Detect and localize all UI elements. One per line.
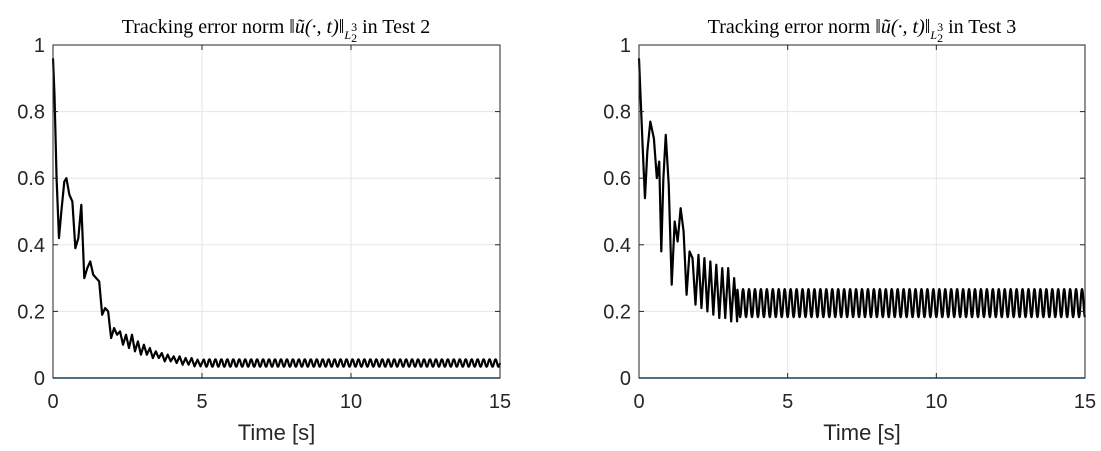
- tracking-error-line: [51, 58, 502, 368]
- title-suffix: in Test 2: [357, 16, 430, 38]
- title-norm-space: L: [929, 28, 937, 42]
- title-norm-expression: ‖ũ(·, t)‖: [875, 16, 930, 38]
- x-tick-label: 10: [925, 391, 947, 413]
- title-norm-subscript: 2: [351, 31, 357, 45]
- axes-box: [52, 44, 501, 379]
- title-norm-subscript: 2: [937, 31, 943, 45]
- y-tick-label: 0.2: [603, 301, 631, 323]
- x-tick-label: 5: [196, 391, 207, 413]
- chart-title: Tracking error norm ‖ũ(·, t)‖L23 in Test…: [708, 16, 1017, 45]
- y-tick-label: 0.6: [603, 168, 631, 190]
- plot-area: [53, 45, 500, 378]
- y-tick-label: 0.4: [17, 235, 45, 257]
- title-suffix: in Test 3: [943, 16, 1016, 38]
- y-tick-label: 0: [620, 368, 631, 390]
- title-norm-space: L: [343, 28, 351, 42]
- x-axis-label: Time [s]: [823, 420, 900, 445]
- chart-title: Tracking error norm ‖ũ(·, t)‖L23 in Test…: [122, 16, 431, 45]
- axes-box: [638, 44, 1086, 379]
- x-tick-label: 15: [489, 391, 511, 413]
- title-prefix: Tracking error norm: [122, 16, 290, 38]
- chart-panel-1: 0 5 10 15 0 0.2 0.4 0.6 0.8 1 Time [s] Tracking err…: [17, 16, 511, 445]
- y-tick-label: 0.4: [603, 235, 631, 257]
- x-tick-label: 5: [782, 391, 793, 413]
- y-tick-label: 0.2: [17, 301, 45, 323]
- y-tick-label: 1: [620, 35, 631, 57]
- title-norm-superscript: 3: [937, 20, 943, 34]
- x-tick-label: 0: [47, 391, 58, 413]
- tracking-error-line: [637, 58, 1087, 323]
- chart-panel-2: 0 5 10 15 0 0.2 0.4 0.6 0.8 1 Time [s] Tracking err…: [603, 16, 1096, 445]
- title-prefix: Tracking error norm: [708, 16, 876, 38]
- y-tick-label: 0: [34, 368, 45, 390]
- y-tick-label: 0.6: [17, 168, 45, 190]
- title-norm-superscript: 3: [351, 20, 357, 34]
- x-tick-label: 0: [633, 391, 644, 413]
- x-tick-label: 15: [1074, 391, 1096, 413]
- y-tick-label: 0.8: [603, 102, 631, 124]
- title-norm-expression: ‖ũ(·, t)‖: [289, 16, 344, 38]
- y-tick-label: 1: [34, 35, 45, 57]
- plot-area: [639, 45, 1085, 378]
- x-axis-label: Time [s]: [238, 420, 315, 445]
- x-tick-label: 10: [340, 391, 362, 413]
- y-tick-label: 0.8: [17, 102, 45, 124]
